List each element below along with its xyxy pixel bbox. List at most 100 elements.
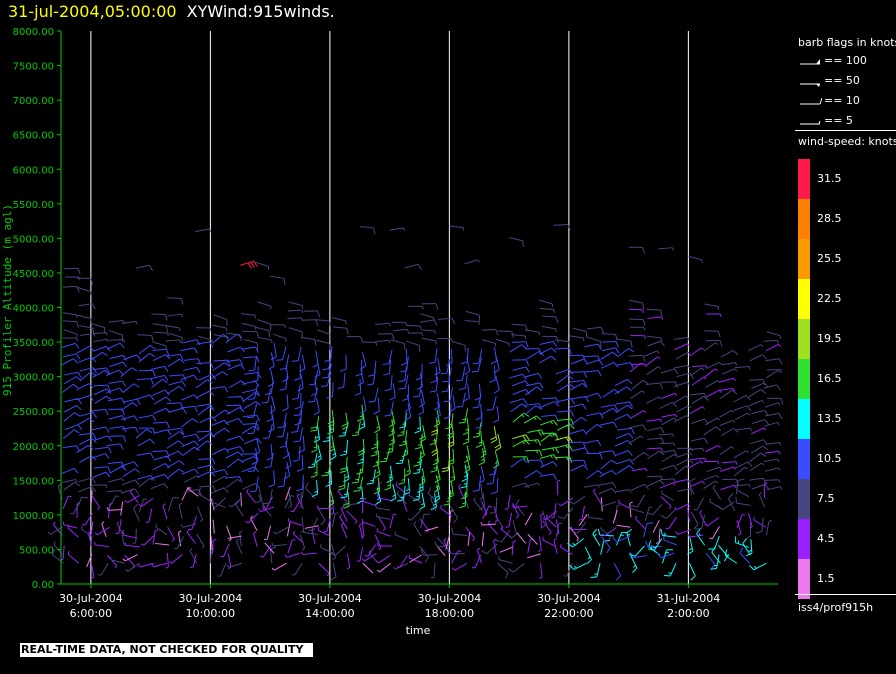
wind-barb	[629, 424, 643, 429]
wind-barb	[62, 312, 77, 316]
wind-barb	[553, 540, 558, 554]
barb-flag	[373, 490, 380, 495]
wind-barb	[612, 509, 618, 524]
wind-barb	[449, 510, 452, 526]
barb-flag	[463, 458, 470, 463]
barb-flag	[440, 372, 448, 375]
wind-barb	[539, 307, 554, 311]
wind-barb	[527, 553, 541, 559]
wind-barb	[596, 563, 601, 578]
wind-barb	[515, 504, 525, 517]
barb-flag	[522, 373, 527, 380]
barb-flag	[327, 420, 334, 425]
wind-barb	[602, 501, 616, 507]
wind-barb	[346, 465, 350, 480]
barb-flag	[473, 497, 476, 501]
barb-flag	[451, 527, 454, 535]
barb-flag	[427, 487, 432, 494]
wind-barb	[661, 417, 675, 426]
barb-flag	[433, 488, 440, 493]
barb-flag	[251, 379, 259, 383]
barb-flag	[693, 524, 699, 530]
wind-barb	[451, 550, 459, 564]
wind-barb	[123, 354, 137, 361]
wind-barb	[477, 357, 482, 372]
barb-flag	[611, 488, 617, 494]
barb-flag	[282, 407, 289, 412]
colorbar-label: 22.5	[817, 292, 842, 305]
wind-barb	[345, 456, 348, 471]
wind-barb	[588, 516, 603, 520]
wind-barb	[395, 562, 409, 570]
wind-barb	[210, 469, 225, 474]
wind-barb	[422, 425, 426, 440]
barb-flag	[291, 397, 299, 400]
wind-barb	[167, 526, 175, 540]
wind-barb	[93, 466, 108, 469]
wind-barb	[493, 425, 498, 440]
wind-barb	[226, 404, 241, 407]
wind-barb	[585, 424, 598, 434]
colorbar-swatch	[798, 239, 810, 279]
wind-barb	[109, 465, 122, 474]
wind-barb	[600, 362, 614, 369]
barb-flag	[430, 576, 435, 579]
barb-flag	[615, 334, 618, 341]
barb-flag	[359, 415, 363, 418]
wind-barb	[399, 555, 408, 568]
barb-flag	[164, 474, 169, 480]
y-tick-label: 8000.00	[13, 27, 54, 38]
wind-barb	[62, 320, 77, 323]
wind-barb	[288, 451, 292, 466]
wind-barb	[180, 374, 194, 381]
barb-flag	[388, 441, 395, 446]
axes	[57, 30, 778, 588]
wind-barb	[750, 427, 764, 435]
wind-barb	[433, 563, 436, 578]
wind-barb	[90, 490, 93, 505]
wind-barb	[688, 447, 703, 451]
wind-barb	[182, 523, 197, 528]
barb-flag	[384, 388, 392, 392]
wind-barb	[525, 329, 540, 333]
wind-barb	[376, 507, 391, 511]
barb-flag	[290, 510, 294, 513]
wind-barb	[661, 493, 674, 501]
wind-barb	[332, 382, 334, 397]
wind-barb	[629, 299, 643, 304]
barb-flag	[490, 360, 497, 365]
wind-barb	[374, 387, 379, 402]
wind-barb	[736, 502, 751, 506]
barb-flag	[748, 549, 752, 552]
wind-barb	[297, 384, 301, 399]
barb-flag	[418, 505, 425, 510]
barb-flag	[446, 500, 450, 503]
barb-flag	[631, 505, 638, 508]
wind-barb	[212, 501, 226, 508]
wind-barb	[376, 487, 382, 502]
barb-flag	[182, 374, 187, 381]
barb-flag	[212, 505, 216, 508]
wind-barb	[434, 348, 438, 363]
wind-barb	[151, 473, 165, 479]
wind-barb	[127, 562, 140, 572]
barb-flag	[568, 444, 573, 451]
barb-flag	[414, 447, 422, 450]
wind-barb	[720, 466, 734, 472]
wind-barb	[62, 429, 75, 439]
barb-flag	[478, 506, 485, 511]
barb-flag	[271, 542, 274, 546]
wind-barb	[461, 392, 466, 407]
wind-barb	[256, 438, 261, 453]
wind-barb	[178, 504, 183, 519]
barb-flag	[282, 454, 289, 459]
barb-flag	[758, 491, 763, 495]
x-tick-date: 30-Jul-2004	[417, 592, 481, 605]
wind-barb	[92, 369, 106, 378]
barb-flag	[673, 464, 678, 471]
wind-barb	[478, 476, 482, 491]
wind-barb	[250, 517, 258, 531]
wind-barb	[137, 438, 151, 447]
barb-flag	[199, 519, 203, 522]
wind-barb	[326, 518, 331, 532]
